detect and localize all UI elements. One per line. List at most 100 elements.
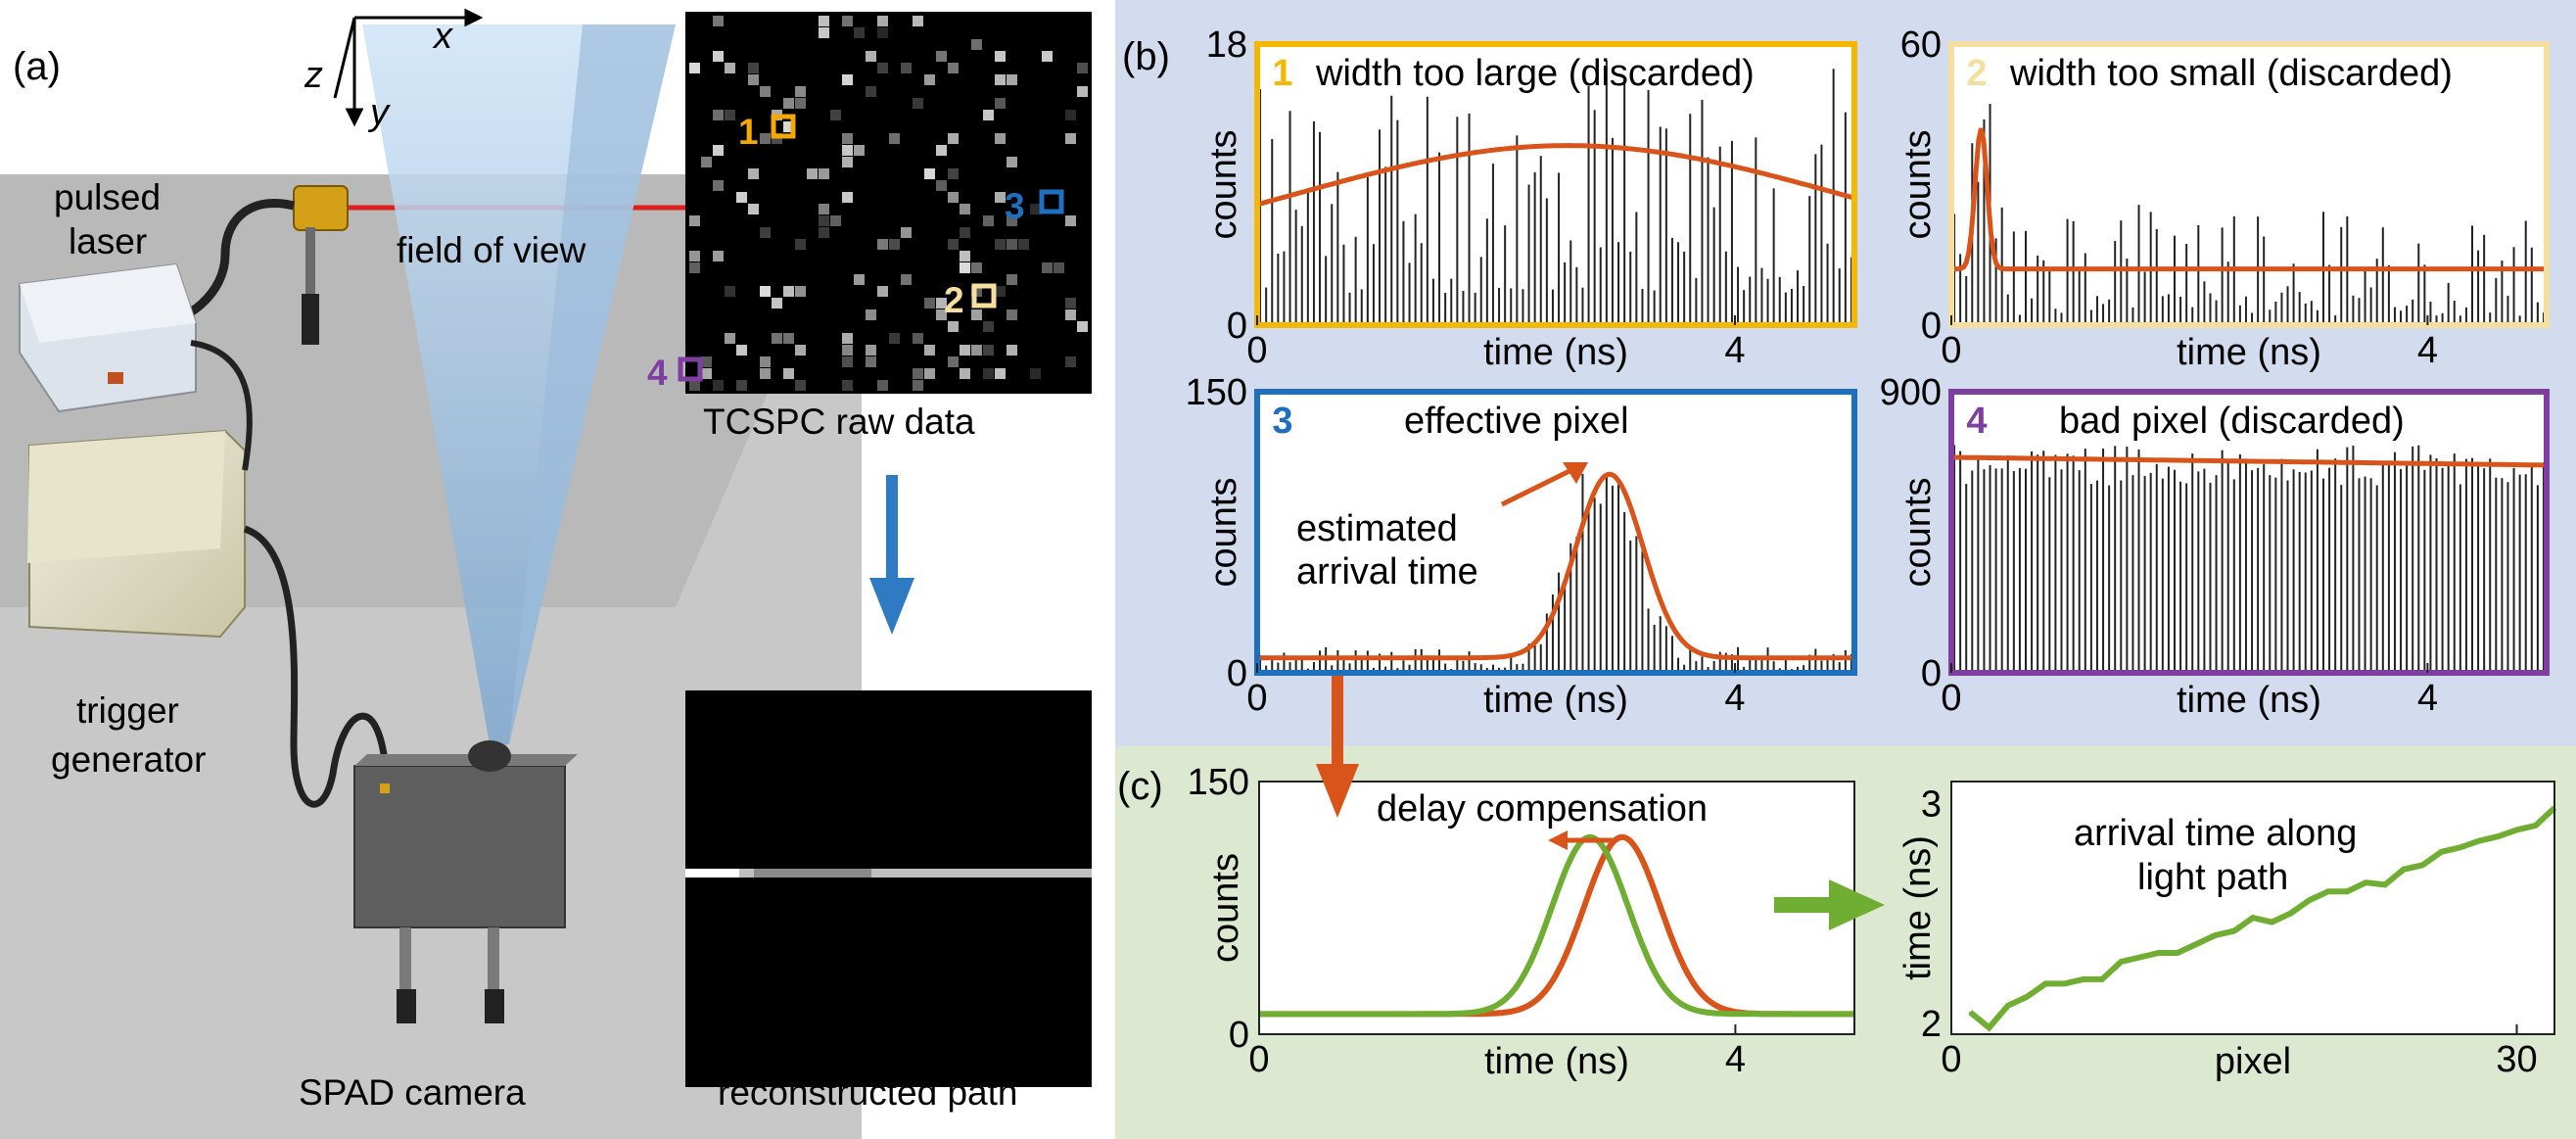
marker-number-3: 3 xyxy=(1005,186,1025,226)
chart-frame xyxy=(1948,389,2550,676)
raw-noise-pixel xyxy=(760,368,771,379)
chart-frame xyxy=(1950,781,2555,1035)
raw-noise-pixel xyxy=(877,16,888,26)
y-axis-label: counts xyxy=(1897,478,1939,588)
chart-badge: 1 xyxy=(1272,53,1292,94)
raw-noise-pixel xyxy=(924,298,935,308)
x-tick-label: 4 xyxy=(1725,1039,1746,1080)
chart-hist4: 0 4 0 900 time (ns) counts 4 bad pixel (discard… xyxy=(1880,372,2550,721)
raw-noise-pixel xyxy=(725,333,735,344)
axes-icon xyxy=(333,8,484,127)
badge-box xyxy=(1263,48,1302,93)
chart-title: width too small (discarded) xyxy=(2009,53,2453,94)
x-tick-label: 4 xyxy=(2417,678,2438,719)
connector-arrow-green xyxy=(1774,897,1833,913)
raw-noise-pixel xyxy=(877,286,888,297)
chart-title-line2: light path xyxy=(2137,857,2288,898)
raw-noise-pixel xyxy=(866,86,876,97)
y-tick-label: 150 xyxy=(1188,762,1249,803)
raw-noise-pixel xyxy=(807,168,818,179)
raw-noise-pixel xyxy=(1065,133,1076,144)
raw-noise-pixel xyxy=(866,51,876,62)
raw-noise-pixel xyxy=(842,356,853,367)
raw-noise-pixel xyxy=(795,98,806,109)
flow-arrow-down xyxy=(869,475,914,635)
marker-number-2: 2 xyxy=(944,280,964,320)
raw-noise-pixel xyxy=(772,298,782,308)
raw-noise-pixel xyxy=(842,74,853,85)
axis-x-label: x xyxy=(434,16,452,57)
raw-noise-pixel xyxy=(936,309,947,320)
raw-noise-pixel xyxy=(936,145,947,156)
marker-number-1: 1 xyxy=(738,112,759,152)
chart-title-line1: arrival time along xyxy=(2074,813,2357,854)
marker-box-1 xyxy=(771,114,796,139)
raw-noise-pixel xyxy=(960,345,970,356)
x-axis-label: time (ns) xyxy=(2177,332,2321,373)
y-axis-label: counts xyxy=(1203,478,1244,588)
raw-noise-pixel xyxy=(713,51,724,62)
raw-noise-pixel xyxy=(1007,157,1017,167)
raw-noise-pixel xyxy=(901,227,912,238)
raw-noise-pixel xyxy=(725,110,735,120)
raw-noise-pixel xyxy=(936,298,947,308)
raw-noise-pixel xyxy=(1030,368,1041,379)
marker-box-4 xyxy=(678,356,703,382)
raw-noise-pixel xyxy=(1007,74,1017,85)
raw-noise-pixel xyxy=(936,180,947,191)
raw-noise-pixel xyxy=(948,239,959,250)
raw-noise-pixel xyxy=(995,368,1006,379)
raw-noise-pixel xyxy=(901,63,912,73)
raw-noise-pixel xyxy=(713,110,724,120)
y-axis-label: time (ns) xyxy=(1897,835,1939,980)
raw-noise-pixel xyxy=(713,251,724,261)
raw-noise-pixel xyxy=(983,368,994,379)
raw-noise-pixel xyxy=(783,286,794,297)
raw-noise-pixel xyxy=(1007,239,1017,250)
connector-arrow-orange-head xyxy=(1316,764,1359,818)
raw-noise-pixel xyxy=(830,110,841,120)
marker-box-2 xyxy=(971,283,997,308)
raw-noise-pixel xyxy=(995,286,1006,297)
y-tick-label: 150 xyxy=(1186,372,1247,413)
raw-noise-pixel xyxy=(948,321,959,332)
raw-noise-pixel xyxy=(760,133,771,144)
raw-noise-pixel xyxy=(1077,86,1088,97)
field-of-view-label: field of view xyxy=(397,230,586,270)
plot-area xyxy=(1951,782,2554,1034)
raw-noise-pixel xyxy=(1054,262,1064,273)
raw-noise-pixel xyxy=(842,345,853,356)
raw-noise-pixel xyxy=(783,98,794,109)
x-tick-label: 0 xyxy=(1941,1039,1961,1080)
chart-hist1: 0 4 0 18 time (ns) counts 1 width too large (di… xyxy=(1203,24,1857,373)
raw-noise-pixel xyxy=(1065,298,1076,308)
raw-noise-pixel xyxy=(1065,110,1076,120)
raw-noise-pixel xyxy=(736,345,747,356)
raw-noise-pixel xyxy=(713,180,724,191)
raw-noise-pixel xyxy=(995,51,1006,62)
chart-frame xyxy=(1254,41,1857,328)
x-axis-label: time (ns) xyxy=(2177,680,2321,721)
raw-noise-pixel xyxy=(748,204,759,214)
raw-noise-pixel xyxy=(960,227,970,238)
raw-noise-pixel xyxy=(889,239,900,250)
raw-noise-pixel xyxy=(877,239,888,250)
raw-noise-pixel xyxy=(948,192,959,203)
chart-hist3: 0 4 0 150 time (ns) counts 3 effective pixel est… xyxy=(1186,372,1857,721)
raw-noise-pixel xyxy=(689,380,700,391)
raw-noise-pixel xyxy=(877,63,888,73)
fit-curve xyxy=(1951,454,2547,468)
raw-noise-pixel xyxy=(1007,274,1017,285)
raw-noise-pixel xyxy=(877,27,888,38)
chart-delay: 0 4 0 150 time (ns) counts delay compensation xyxy=(1188,762,1855,1082)
axis-z-label: z xyxy=(304,55,323,96)
y-tick-label: 18 xyxy=(1206,24,1247,66)
raw-noise-pixel xyxy=(713,145,724,156)
raw-noise-pixel xyxy=(913,333,923,344)
raw-noise-pixel xyxy=(819,227,829,238)
chart-title: delay compensation xyxy=(1377,788,1708,830)
raw-noise-pixel xyxy=(725,63,735,73)
connector-arrows xyxy=(1316,676,1885,930)
raw-noise-pixel xyxy=(995,133,1006,144)
